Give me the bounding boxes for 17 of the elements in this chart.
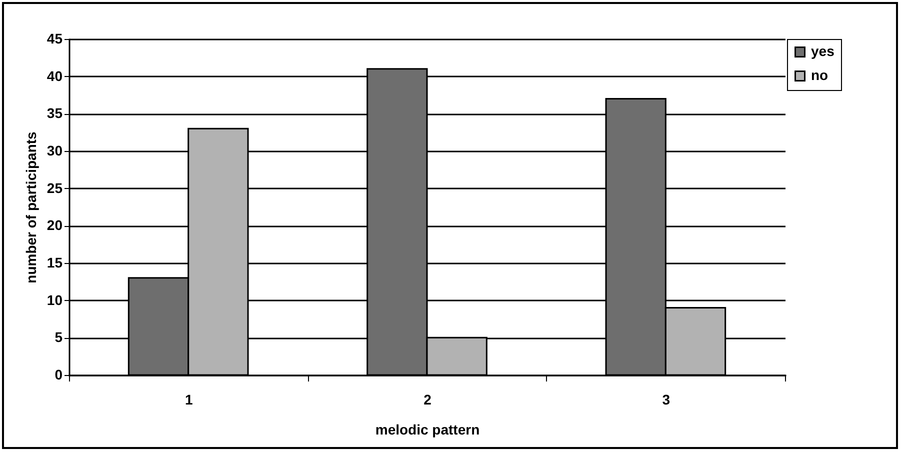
y-axis-title: number of participants (22, 131, 39, 284)
legend-label: yes (811, 43, 835, 59)
x-tick-label: 2 (424, 392, 432, 408)
y-tick-label: 30 (46, 142, 63, 158)
y-tick-label: 45 (46, 30, 63, 46)
legend-label: no (811, 67, 828, 83)
y-tick-label: 20 (46, 217, 63, 234)
x-tick-label: 3 (662, 392, 670, 408)
x-axis-title: melodic pattern (375, 422, 480, 438)
y-tick-label: 5 (54, 329, 63, 346)
y-tick-label: 35 (46, 105, 63, 122)
x-tick-label: 1 (184, 392, 193, 408)
y-tick-label: 15 (46, 254, 63, 270)
y-tick-label: 25 (46, 180, 63, 196)
y-tick-label: 40 (46, 68, 63, 84)
y-tick-label: 10 (46, 292, 63, 308)
y-tick-label: 0 (54, 366, 63, 382)
